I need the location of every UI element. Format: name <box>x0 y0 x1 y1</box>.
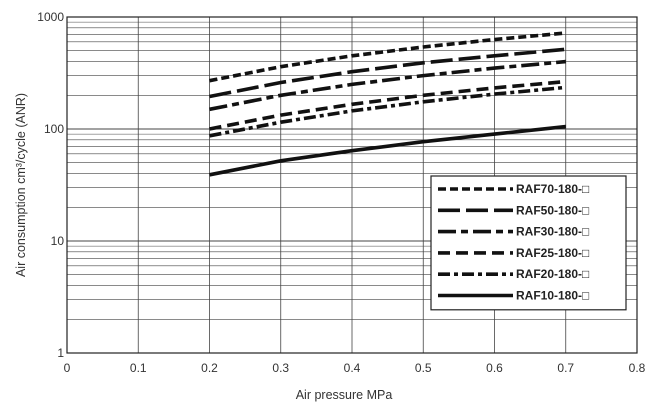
series-line-1 <box>209 47 566 99</box>
x-tick-label: 0 <box>64 361 71 375</box>
y-tick-label: 1 <box>57 346 64 360</box>
x-tick-label: 0.3 <box>272 361 289 375</box>
x-axis-label: Air pressure MPa <box>296 388 393 402</box>
legend-label: RAF50-180-□ <box>516 203 589 217</box>
legend-label: RAF70-180-□ <box>516 182 589 196</box>
x-tick-label: 0.2 <box>201 361 218 375</box>
series-line-5 <box>209 124 566 177</box>
legend-label: RAF20-180-□ <box>516 267 589 281</box>
tick-labels: 0 0.1 0.2 0.3 0.4 0.5 0.6 0.7 0.8 1 10 100 1000 <box>37 10 645 375</box>
x-tick-label: 0.5 <box>415 361 432 375</box>
legend-box <box>430 175 627 311</box>
y-tick-label: 100 <box>44 122 64 136</box>
y-tick-label: 1000 <box>37 10 64 24</box>
legend-label: RAF30-180-□ <box>516 225 589 239</box>
x-tick-label: 0.6 <box>486 361 503 375</box>
legend-label: RAF25-180-□ <box>516 246 589 260</box>
x-tick-label: 0.8 <box>629 361 646 375</box>
plot-frame <box>66 16 638 354</box>
series-line-3 <box>209 79 566 131</box>
series-line-2 <box>209 59 566 112</box>
x-tick-label: 0.4 <box>344 361 361 375</box>
y-tick-label: 10 <box>51 234 65 248</box>
legend: RAF70-180-□ RAF50-180-□ RAF30-180-□ RAF25-1… <box>430 175 627 311</box>
legend-label: RAF10-180-□ <box>516 289 589 303</box>
x-tick-label: 0.7 <box>557 361 574 375</box>
series-line-0 <box>209 31 566 83</box>
series-lines <box>209 31 566 177</box>
y-axis-label: Air consumption cm³/cycle (ANR) <box>14 93 28 277</box>
x-tick-label: 0.1 <box>130 361 147 375</box>
